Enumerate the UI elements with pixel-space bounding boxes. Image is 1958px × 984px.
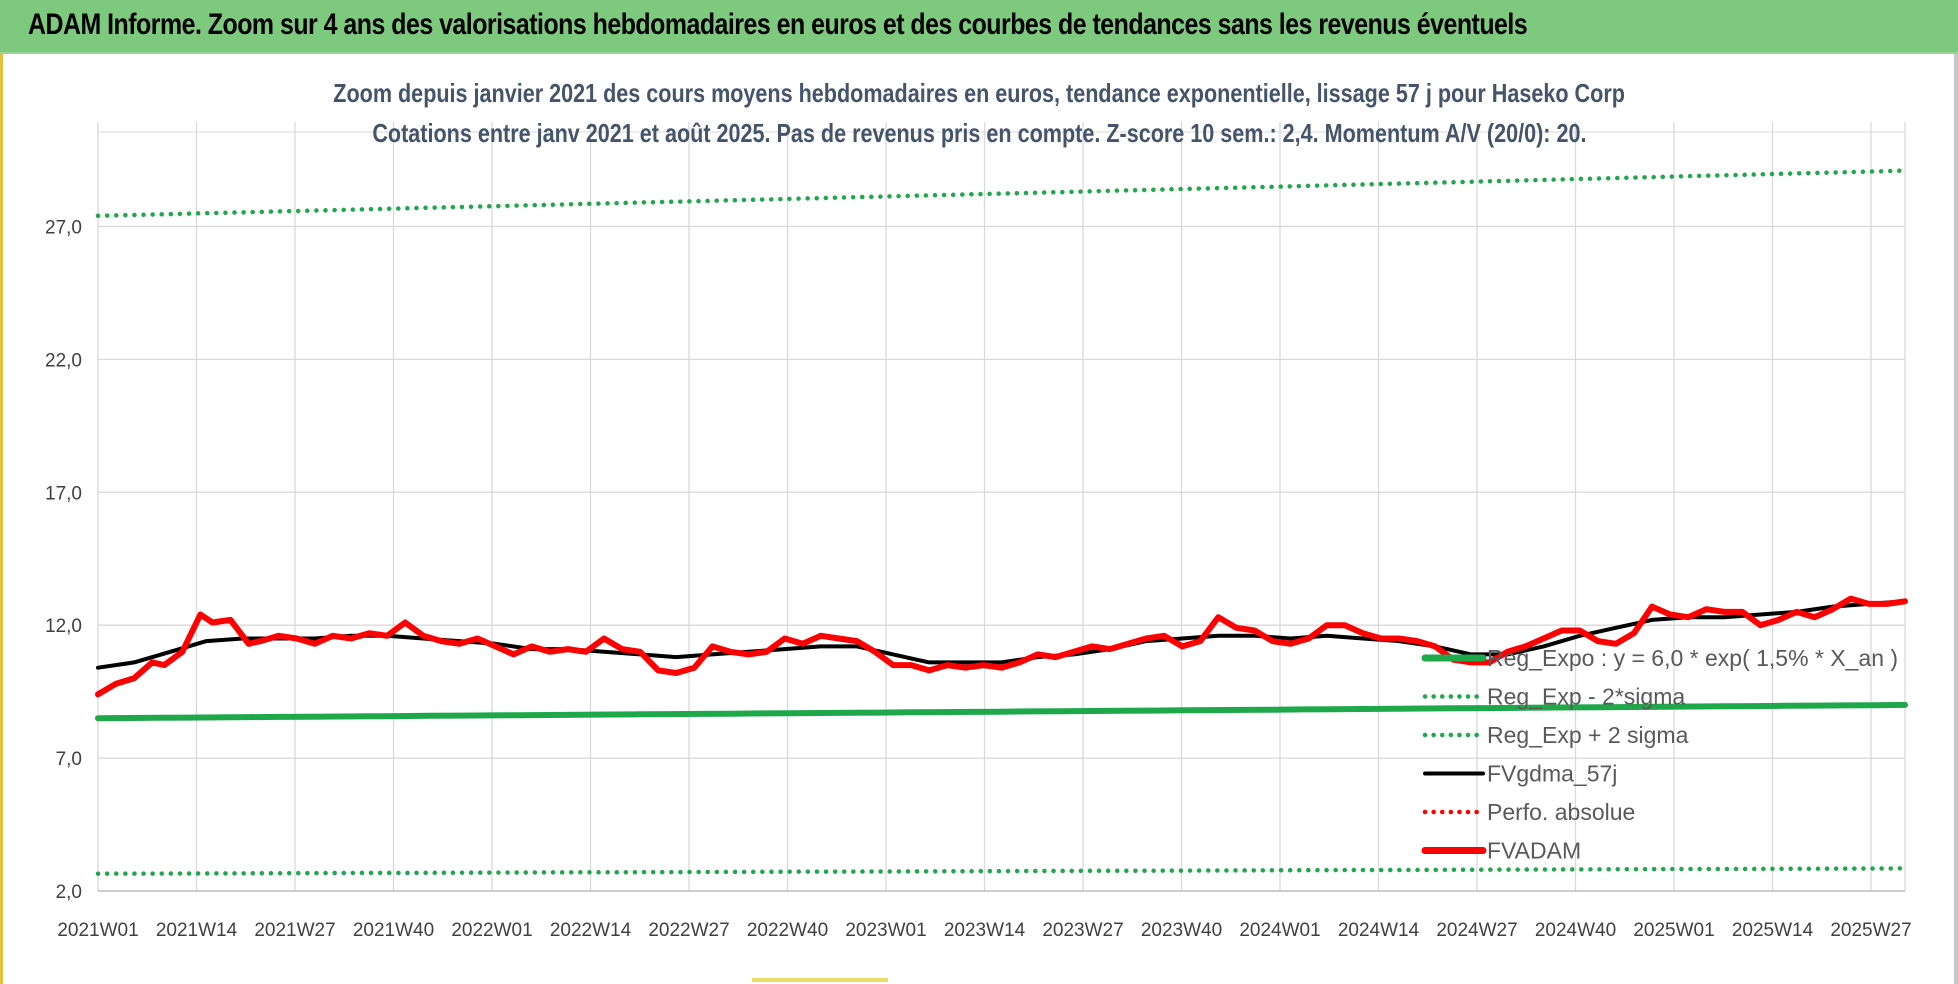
legend-label: Perfo. absolue [1487,799,1635,825]
x-tick-label: 2023W27 [1042,920,1123,941]
left-edge-accent [0,54,3,984]
chart-title-line2: Cotations entre janv 2021 et août 2025. … [0,118,1958,149]
y-tick-label: 12,0 [45,616,82,637]
chart-title-line1-text: Zoom depuis janvier 2021 des cours moyen… [333,78,1625,108]
chart-title-line1: Zoom depuis janvier 2021 des cours moyen… [0,78,1958,109]
x-tick-label: 2022W14 [550,920,632,941]
x-tick-label: 2024W27 [1436,920,1517,941]
series-fvgdma [96,599,1907,670]
x-tick-label: 2024W01 [1239,920,1320,941]
legend-label: Reg_Exp - 2*sigma [1487,684,1685,710]
scrollbar-accent [752,978,888,982]
x-tick-label: 2024W14 [1338,920,1420,941]
x-tick-label: 2021W40 [353,920,434,941]
x-tick-label: 2021W01 [57,920,138,941]
banner-title: ADAM Informe. Zoom sur 4 ans des valoris… [28,8,1528,41]
x-tick-label: 2023W01 [845,920,926,941]
banner: ADAM Informe. Zoom sur 4 ans des valoris… [0,0,1958,54]
x-axis-ticks: 2021W01 2021W14 2021W27 2021W40 2022W01 2022W… [57,920,1911,941]
chart-title-line2-text: Cotations entre janv 2021 et août 2025. … [371,118,1587,148]
x-tick-label: 2022W01 [451,920,532,941]
legend-label: FVgdma_57j [1487,761,1617,787]
right-edge-border [1954,54,1958,984]
x-tick-label: 2023W14 [944,920,1026,941]
series-reg-minus [95,866,1908,876]
y-tick-label: 7,0 [56,749,82,770]
y-axis-ticks: 2,0 7,0 12,0 17,0 22,0 27,0 [45,217,82,903]
y-tick-label: 2,0 [56,882,82,903]
legend: Reg_Expo : y = 6,0 * exp( 1,5% * X_an ) R… [1421,645,1898,864]
x-tick-label: 2022W40 [747,920,828,941]
legend-label: FVADAM [1487,838,1581,864]
x-tick-label: 2022W27 [648,920,729,941]
legend-label: Reg_Expo : y = 6,0 * exp( 1,5% * X_an ) [1487,645,1898,671]
y-tick-label: 17,0 [45,483,82,504]
x-tick-label: 2021W14 [156,920,238,941]
x-tick-label: 2025W01 [1633,920,1714,941]
series-fvadam [95,595,1908,698]
series-reg-expo [95,701,1908,722]
legend-label: Reg_Exp + 2 sigma [1487,722,1689,748]
x-tick-label: 2023W40 [1141,920,1222,941]
series-group [95,168,1908,876]
y-tick-label: 27,0 [45,217,82,238]
grid-lines [97,122,1906,892]
x-tick-label: 2024W40 [1535,920,1616,941]
x-tick-label: 2025W14 [1732,920,1814,941]
x-tick-label: 2021W27 [254,920,335,941]
series-reg-plus [95,168,1908,219]
y-tick-label: 22,0 [45,350,82,371]
x-tick-label: 2025W27 [1830,920,1911,941]
